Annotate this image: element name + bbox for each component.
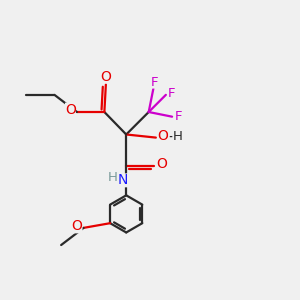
Text: O: O bbox=[72, 219, 83, 233]
Text: O: O bbox=[157, 129, 168, 143]
Text: F: F bbox=[151, 76, 159, 88]
Text: O: O bbox=[156, 157, 167, 171]
Text: F: F bbox=[167, 87, 175, 100]
Text: O: O bbox=[65, 103, 76, 117]
Text: -: - bbox=[169, 129, 174, 144]
Text: O: O bbox=[100, 70, 111, 83]
Text: H: H bbox=[172, 130, 182, 142]
Text: F: F bbox=[175, 110, 182, 123]
Text: H: H bbox=[108, 172, 118, 184]
Text: N: N bbox=[118, 173, 128, 188]
